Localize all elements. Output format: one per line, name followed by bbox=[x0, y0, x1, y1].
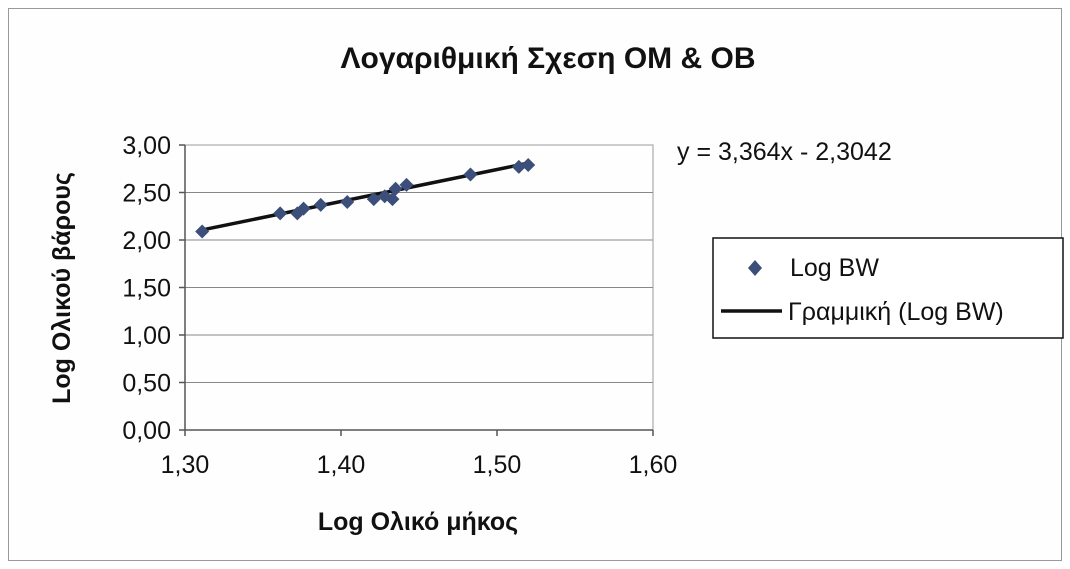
data-points bbox=[195, 157, 536, 239]
x-tick-label: 1,50 bbox=[473, 451, 522, 479]
y-axis-title: Log Ολικού βάρους bbox=[48, 172, 76, 404]
y-tick-label: 2,50 bbox=[122, 180, 171, 208]
data-point bbox=[366, 192, 381, 207]
gridlines bbox=[185, 144, 653, 383]
legend-label-series: Log BW bbox=[790, 254, 879, 282]
data-point bbox=[521, 157, 536, 172]
trendline bbox=[201, 161, 529, 232]
data-point bbox=[385, 192, 400, 207]
chart-title: Λογαριθμική Σχεση ΟΜ & ΟΒ bbox=[340, 42, 755, 75]
data-point bbox=[313, 197, 328, 212]
data-point bbox=[511, 159, 526, 174]
x-tick-label: 1,60 bbox=[629, 451, 678, 479]
y-tick-label: 2,00 bbox=[122, 227, 171, 255]
data-point bbox=[273, 206, 288, 221]
data-point bbox=[463, 167, 478, 182]
y-tick-labels: 0,00 0,50 1,00 1,50 2,00 2,50 3,00 bbox=[122, 132, 185, 445]
y-tick-label: 0,00 bbox=[122, 417, 171, 445]
legend: Log BW Γραμμική (Log BW) bbox=[712, 237, 1064, 339]
data-point bbox=[340, 195, 355, 209]
x-tick-labels: 1,30 1,40 1,50 1,60 bbox=[161, 430, 678, 479]
data-point bbox=[388, 181, 403, 196]
data-point bbox=[195, 224, 210, 239]
data-point bbox=[296, 201, 311, 216]
legend-box bbox=[712, 237, 1064, 339]
y-tick-label: 1,50 bbox=[122, 275, 171, 303]
x-axis-title: Log Ολικό μήκος bbox=[318, 508, 518, 536]
legend-label-trendline: Γραμμική (Log BW) bbox=[788, 298, 1004, 326]
trendline-equation: y = 3,364x - 2,3042 bbox=[677, 138, 892, 166]
data-point bbox=[399, 177, 414, 192]
y-tick-label: 0,50 bbox=[122, 370, 171, 398]
x-tick-label: 1,40 bbox=[317, 451, 366, 479]
x-tick-label: 1,30 bbox=[161, 451, 210, 479]
y-tick-label: 1,00 bbox=[122, 322, 171, 350]
y-tick-label: 3,00 bbox=[122, 132, 171, 160]
legend-marker-diamond-icon bbox=[748, 260, 762, 276]
